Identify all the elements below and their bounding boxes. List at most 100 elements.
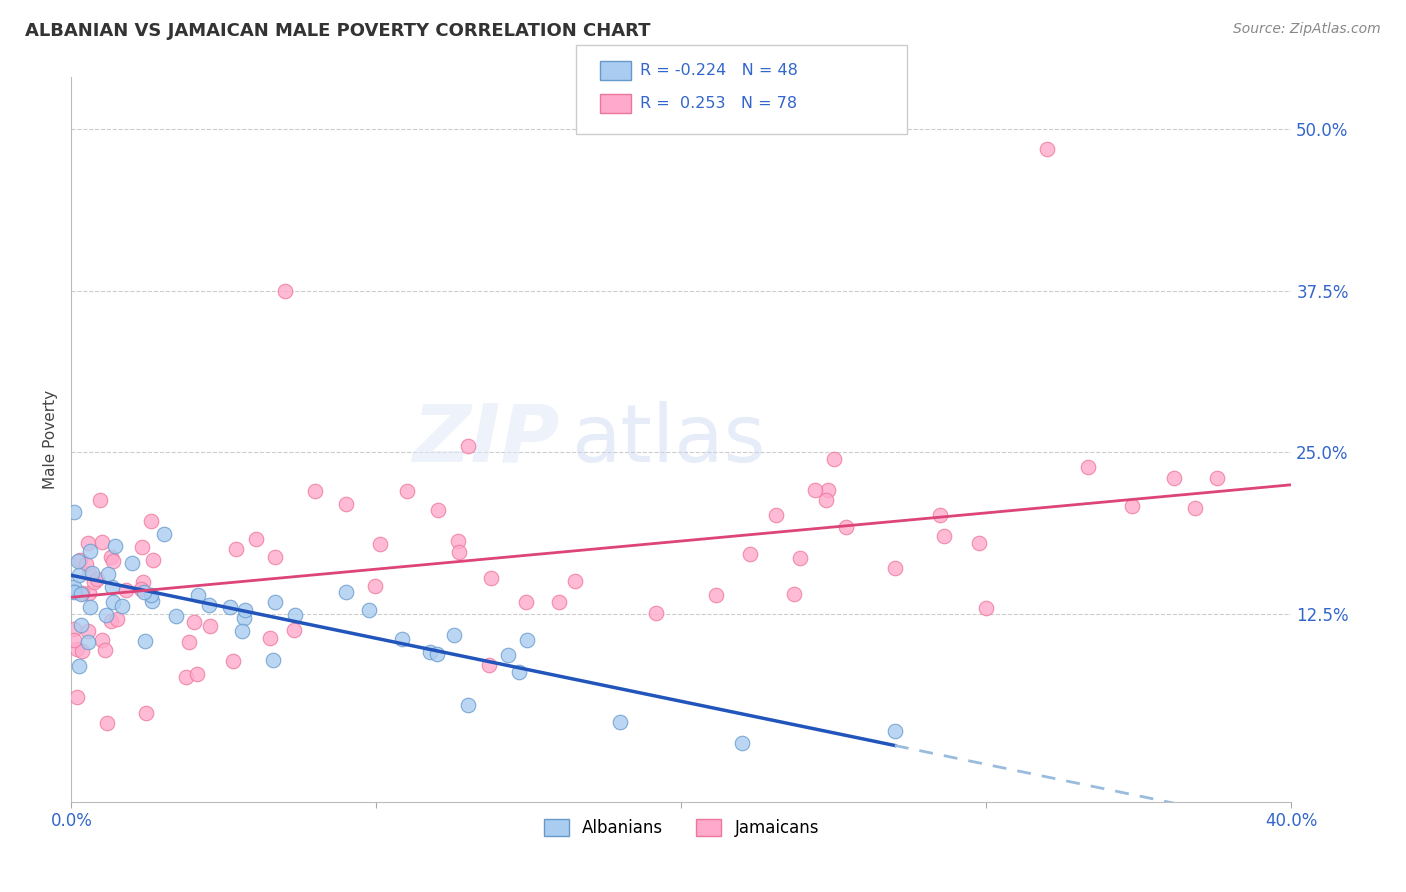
Text: R = -0.224   N = 48: R = -0.224 N = 48 [640,63,797,78]
Point [66,690,89,704]
Point [80,566,103,580]
Point [976,600,998,615]
Point [115,582,138,597]
Point [391,632,413,646]
Point [129,582,152,597]
Point [447,534,470,549]
Point [96,608,118,623]
Point [63,505,86,519]
Point [548,595,571,609]
Point [883,723,905,738]
Point [183,615,205,629]
Point [427,503,450,517]
Point [262,653,284,667]
Point [823,451,845,466]
Point [884,561,907,575]
Point [69,618,91,632]
Point [1163,470,1185,484]
Point [66,642,89,657]
Point [969,536,991,550]
Point [186,667,208,681]
Point [259,631,281,645]
Point [89,492,111,507]
Point [225,542,247,557]
Point [67,554,90,568]
Point [1121,499,1143,513]
Point [111,599,134,614]
Point [231,624,253,638]
Point [141,594,163,608]
Point [817,483,839,497]
Point [105,611,128,625]
Point [928,508,950,522]
Point [789,550,811,565]
Point [142,553,165,567]
Point [934,528,956,542]
Point [135,706,157,720]
Point [179,635,201,649]
Point [418,645,440,659]
Point [233,611,256,625]
Point [443,628,465,642]
Point [134,634,156,648]
Point [222,654,245,668]
Point [76,536,98,550]
Point [174,670,197,684]
Point [75,557,97,571]
Text: R =  0.253   N = 78: R = 0.253 N = 78 [640,96,797,111]
Point [233,603,256,617]
Point [97,566,120,581]
Point [218,600,240,615]
Point [198,598,221,612]
Point [166,609,188,624]
Point [1184,501,1206,516]
Text: ZIP: ZIP [412,401,560,478]
Point [139,588,162,602]
Point [335,497,357,511]
Point [100,580,122,594]
Point [63,633,86,648]
Point [63,622,86,636]
Point [479,571,502,585]
Point [77,586,100,600]
Point [835,520,858,534]
Point [63,580,86,594]
Point [132,574,155,589]
Legend: Albanians, Jamaicans: Albanians, Jamaicans [537,813,825,844]
Point [69,553,91,567]
Point [449,544,471,558]
Point [67,567,90,582]
Y-axis label: Male Poverty: Male Poverty [44,390,58,489]
Point [804,483,827,497]
Text: Source: ZipAtlas.com: Source: ZipAtlas.com [1233,22,1381,37]
Point [368,537,391,551]
Point [738,547,761,561]
Text: ALBANIAN VS JAMAICAN MALE POVERTY CORRELATION CHART: ALBANIAN VS JAMAICAN MALE POVERTY CORREL… [25,22,651,40]
Point [86,573,108,587]
Point [79,543,101,558]
Point [274,284,297,298]
Point [70,644,93,658]
Point [77,635,100,649]
Point [91,633,114,648]
Point [70,587,93,601]
Point [121,556,143,570]
Point [100,614,122,628]
Point [79,566,101,581]
Point [508,665,530,679]
Point [304,484,326,499]
Point [609,714,631,729]
Point [363,579,385,593]
Point [72,586,94,600]
Point [131,540,153,554]
Point [153,527,176,541]
Point [357,603,380,617]
Point [515,594,537,608]
Point [100,550,122,565]
Point [245,532,267,546]
Point [83,574,105,589]
Point [1036,142,1059,156]
Point [103,595,125,609]
Point [101,554,124,568]
Point [139,514,162,528]
